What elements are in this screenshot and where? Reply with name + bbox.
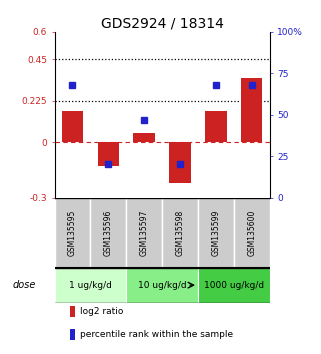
Bar <box>70 330 75 340</box>
Bar <box>198 198 234 268</box>
Bar <box>55 198 91 268</box>
Bar <box>70 307 75 317</box>
Text: GSM135598: GSM135598 <box>176 210 185 256</box>
Bar <box>55 268 126 303</box>
Bar <box>134 133 155 142</box>
Bar <box>98 142 119 166</box>
Bar <box>234 198 270 268</box>
Bar <box>126 198 162 268</box>
Text: 1000 ug/kg/d: 1000 ug/kg/d <box>204 281 264 290</box>
Title: GDS2924 / 18314: GDS2924 / 18314 <box>101 17 223 31</box>
Bar <box>205 111 227 142</box>
Text: GSM135595: GSM135595 <box>68 209 77 256</box>
Text: GSM135596: GSM135596 <box>104 209 113 256</box>
Text: log2 ratio: log2 ratio <box>80 307 123 316</box>
Text: GSM135599: GSM135599 <box>211 209 221 256</box>
Text: GSM135597: GSM135597 <box>140 209 149 256</box>
Text: 10 ug/kg/d: 10 ug/kg/d <box>138 281 187 290</box>
Bar <box>241 78 263 142</box>
Text: dose: dose <box>13 280 36 290</box>
Bar <box>198 268 270 303</box>
Bar <box>169 142 191 183</box>
Bar <box>91 198 126 268</box>
Bar <box>62 111 83 142</box>
Text: GSM135600: GSM135600 <box>247 209 256 256</box>
Text: percentile rank within the sample: percentile rank within the sample <box>80 330 233 339</box>
Text: 1 ug/kg/d: 1 ug/kg/d <box>69 281 112 290</box>
Bar <box>126 268 198 303</box>
Bar <box>162 198 198 268</box>
